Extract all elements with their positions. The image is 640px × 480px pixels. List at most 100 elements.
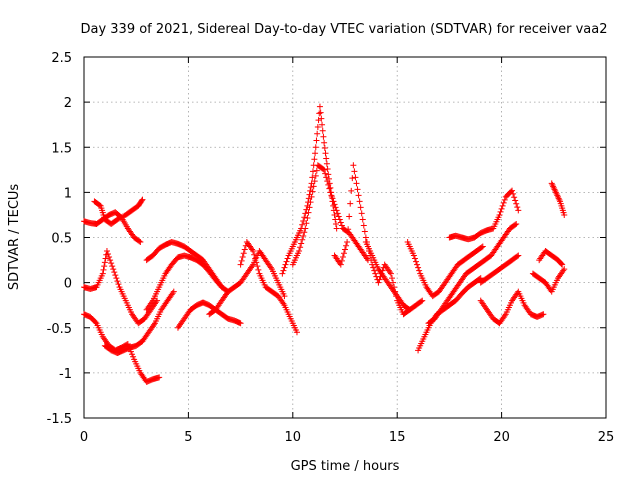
data-point xyxy=(338,222,345,229)
data-point xyxy=(109,263,116,270)
data-point xyxy=(311,156,318,163)
data-point xyxy=(101,259,108,266)
data-point xyxy=(301,214,308,221)
series-trace-l xyxy=(289,162,371,268)
data-point xyxy=(100,266,107,273)
data-point xyxy=(250,248,257,255)
data-point xyxy=(107,257,114,264)
data-point xyxy=(281,293,288,300)
data-point xyxy=(108,260,115,267)
data-point xyxy=(251,251,258,258)
data-point xyxy=(113,275,120,282)
data-point xyxy=(331,201,338,208)
data-point xyxy=(371,267,378,274)
data-point xyxy=(512,197,519,204)
data-point xyxy=(137,239,144,246)
data-point xyxy=(300,217,307,224)
x-tick-label: 25 xyxy=(598,430,615,445)
data-point xyxy=(312,150,319,157)
data-point xyxy=(323,155,330,162)
data-point xyxy=(106,254,113,261)
data-point xyxy=(322,150,329,157)
data-point xyxy=(333,207,340,214)
data-point xyxy=(284,255,291,262)
data-point xyxy=(130,353,137,360)
data-point xyxy=(303,220,310,227)
data-point xyxy=(329,195,336,202)
data-point xyxy=(515,252,522,259)
data-point xyxy=(510,190,517,197)
data-point xyxy=(314,130,321,137)
data-point xyxy=(103,248,110,255)
data-point xyxy=(319,127,326,134)
data-point xyxy=(412,258,419,265)
data-point xyxy=(304,214,311,221)
data-point xyxy=(279,270,286,277)
data-point xyxy=(334,210,341,217)
data-point xyxy=(499,202,506,209)
data-point xyxy=(302,210,309,217)
data-point xyxy=(283,258,290,265)
data-point xyxy=(239,254,246,261)
series-trace-t xyxy=(477,252,522,286)
data-point xyxy=(309,168,316,175)
y-tick-label: 2.5 xyxy=(51,51,72,66)
data-point xyxy=(559,261,566,268)
series-trace-o xyxy=(404,239,486,300)
data-point xyxy=(115,281,122,288)
data-point xyxy=(540,311,547,318)
data-point xyxy=(330,198,337,205)
data-point xyxy=(355,192,362,199)
data-point xyxy=(350,162,357,169)
data-point xyxy=(498,205,505,212)
data-point xyxy=(319,121,326,128)
series-trace-j xyxy=(237,239,300,336)
data-point xyxy=(310,183,317,190)
data-point xyxy=(348,187,355,194)
data-point xyxy=(300,232,307,239)
data-point xyxy=(331,211,338,218)
data-point xyxy=(309,174,316,181)
series-trace-s xyxy=(477,288,547,327)
data-point xyxy=(361,228,368,235)
data-marks xyxy=(81,103,568,385)
series-trace-n xyxy=(362,239,426,313)
x-tick-label: 10 xyxy=(285,430,302,445)
data-point xyxy=(513,220,520,227)
data-point xyxy=(509,187,516,194)
y-tick-label: 0.5 xyxy=(51,232,72,247)
data-point xyxy=(320,133,327,140)
data-point xyxy=(410,252,417,259)
series-trace-e xyxy=(101,288,177,357)
data-point xyxy=(411,255,418,262)
y-tick-label: 2 xyxy=(64,96,72,111)
series-trace-q xyxy=(425,220,520,327)
data-point xyxy=(419,297,426,304)
data-point xyxy=(302,225,309,232)
series-trace-r xyxy=(446,187,522,243)
data-point xyxy=(99,270,106,277)
data-point xyxy=(561,211,568,218)
data-point xyxy=(241,246,248,253)
data-point xyxy=(218,284,225,291)
y-tick-label: 1.5 xyxy=(51,141,72,156)
data-point xyxy=(321,166,328,173)
data-point xyxy=(360,222,367,229)
data-point xyxy=(513,200,520,207)
data-point xyxy=(309,188,316,195)
data-point xyxy=(237,320,244,327)
data-point xyxy=(376,276,383,283)
data-point xyxy=(496,211,503,218)
data-point xyxy=(372,270,379,277)
series-trace-b xyxy=(91,196,146,227)
data-point xyxy=(514,253,521,260)
data-point xyxy=(105,251,112,258)
data-point xyxy=(321,139,328,146)
data-point xyxy=(312,172,319,179)
series-trace-g xyxy=(143,252,225,313)
data-point xyxy=(316,103,323,110)
data-point xyxy=(558,260,565,267)
data-point xyxy=(476,275,483,282)
data-point xyxy=(347,200,354,207)
data-point xyxy=(357,204,364,211)
